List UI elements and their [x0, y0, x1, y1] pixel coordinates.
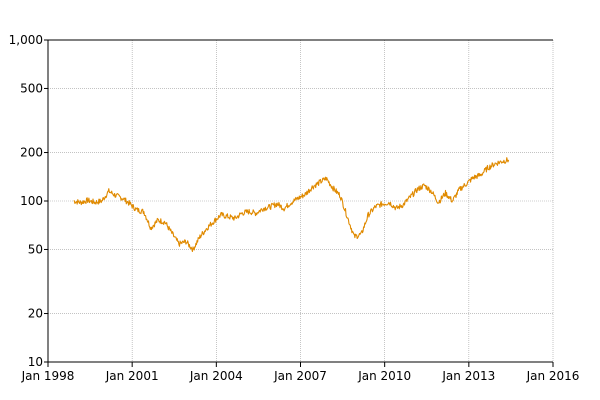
grid-lines	[48, 40, 554, 362]
y-tick-label: 10	[28, 355, 43, 369]
series-line	[73, 157, 510, 253]
y-tick-label: 100	[20, 194, 43, 208]
x-tick-label: Jan 2016	[526, 369, 580, 383]
y-tick-label: 200	[20, 146, 43, 160]
x-axis: Jan 1998 Jan 2001 Jan 2004 Jan 2007 Jan 2010…	[21, 362, 580, 383]
x-tick-label: Jan 1998	[21, 369, 75, 383]
y-tick-label: 1,000	[9, 33, 43, 47]
x-tick-label: Jan 2007	[273, 369, 327, 383]
series-group	[73, 157, 510, 253]
x-tick-label: Jan 2004	[189, 369, 243, 383]
x-tick-label: Jan 2001	[105, 369, 159, 383]
y-tick-label: 50	[28, 242, 43, 256]
y-tick-label: 20	[28, 307, 43, 321]
x-tick-label: Jan 2013	[441, 369, 495, 383]
x-tick-label: Jan 2010	[357, 369, 411, 383]
y-tick-label: 500	[20, 81, 43, 95]
y-axis: 10 20 50 100 200 500 1,000	[9, 33, 48, 369]
